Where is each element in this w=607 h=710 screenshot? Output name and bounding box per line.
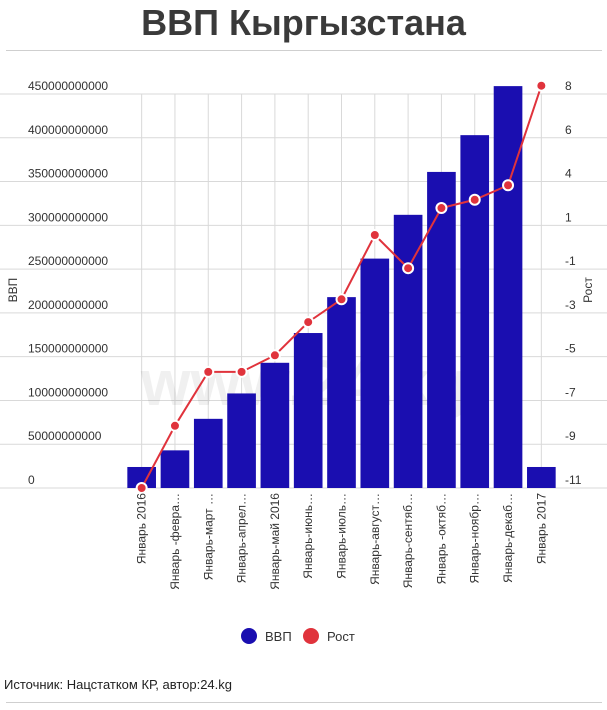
growth-point [335, 293, 348, 306]
x-tick-label: Январь-июнь… [301, 493, 315, 579]
y-tick-label: 250000000000 [28, 254, 108, 268]
y-tick-label: 400000000000 [28, 123, 108, 137]
y-tick-label: 150000000000 [28, 342, 108, 356]
bars [127, 86, 556, 489]
bar [227, 393, 256, 488]
y-tick-label: 350000000000 [28, 167, 108, 181]
y-tick-label: 300000000000 [28, 210, 108, 224]
growth-point [168, 419, 181, 432]
growth-point [502, 179, 515, 192]
legend-swatch-bar [241, 628, 257, 644]
growth-point [435, 202, 448, 215]
growth-point [468, 193, 481, 206]
x-tick-label: Январь-март … [201, 493, 215, 580]
growth-point [235, 365, 248, 378]
legend: ВВП Рост [241, 628, 355, 644]
x-tick-label: Январь-сентяб… [401, 493, 415, 588]
y-axis-left: 0 50000000000 100000000000 150000000000 2000… [28, 79, 108, 487]
footer-divider [6, 702, 602, 703]
growth-point [535, 79, 548, 92]
x-tick-label: Январь -февра… [168, 493, 182, 590]
x-tick-label: Январь 2016 [135, 493, 149, 564]
bar [193, 418, 223, 488]
y2-tick-label: -11 [565, 473, 582, 487]
y2-tick-label: 4 [565, 167, 572, 181]
x-tick-label: Январь-апрел… [235, 493, 249, 583]
growth-point [302, 316, 315, 329]
legend-label-bar: ВВП [265, 629, 292, 644]
y-tick-label: 200000000000 [28, 298, 108, 312]
legend-label-line: Рост [327, 629, 355, 644]
y-tick-label: 50000000000 [28, 429, 102, 443]
y2-tick-label: 6 [565, 123, 572, 137]
bar [127, 466, 156, 488]
growth-point [268, 349, 281, 362]
bar [460, 135, 490, 488]
y2-tick-label: -9 [565, 429, 576, 443]
x-tick-label: Январь 2017 [534, 493, 548, 564]
y-tick-label: 450000000000 [28, 79, 108, 93]
x-tick-label: Январь -октяб… [434, 493, 448, 584]
y2-tick-label: -1 [565, 254, 576, 268]
source-note: Источник: Нацстатком КР, автор:24.kg [4, 677, 233, 692]
y2-tick-label: -7 [565, 385, 576, 399]
chart-title: ВВП Кыргызстана [141, 2, 466, 43]
growth-point [135, 482, 148, 494]
y-tick-label: 100000000000 [28, 385, 108, 399]
y-axis-label: ВВП [6, 278, 20, 303]
bar [527, 466, 556, 488]
bar [427, 171, 456, 488]
y2-axis-label: Рост [581, 277, 595, 303]
y2-tick-label: 1 [565, 210, 572, 224]
growth-line [135, 79, 548, 494]
y2-tick-label: -5 [565, 342, 576, 356]
bar [260, 362, 290, 488]
x-axis: Январь 2016 Январь -февра… Январь-март … Ян… [135, 493, 549, 590]
title-divider [6, 50, 602, 51]
bar [293, 333, 323, 488]
x-tick-label: Январь-август… [368, 493, 382, 585]
bar [393, 214, 423, 488]
bar [360, 258, 390, 488]
bar [160, 450, 190, 488]
y2-tick-label: -3 [565, 298, 576, 312]
x-tick-label: Январь-ноябр… [468, 493, 482, 583]
x-tick-label: Январь-декаб… [501, 493, 515, 583]
y2-tick-label: 8 [565, 79, 572, 93]
growth-point [202, 365, 215, 378]
bar [493, 86, 523, 489]
bar [327, 297, 356, 488]
y-tick-label: 0 [28, 473, 35, 487]
legend-swatch-line [303, 628, 319, 644]
x-tick-label: Январь-май 2016 [268, 493, 282, 590]
growth-point [368, 229, 381, 242]
growth-point [402, 262, 415, 275]
x-tick-label: Январь-июль… [335, 493, 349, 579]
chart: www.24.kg 050000000000100000000000150000… [0, 79, 607, 644]
